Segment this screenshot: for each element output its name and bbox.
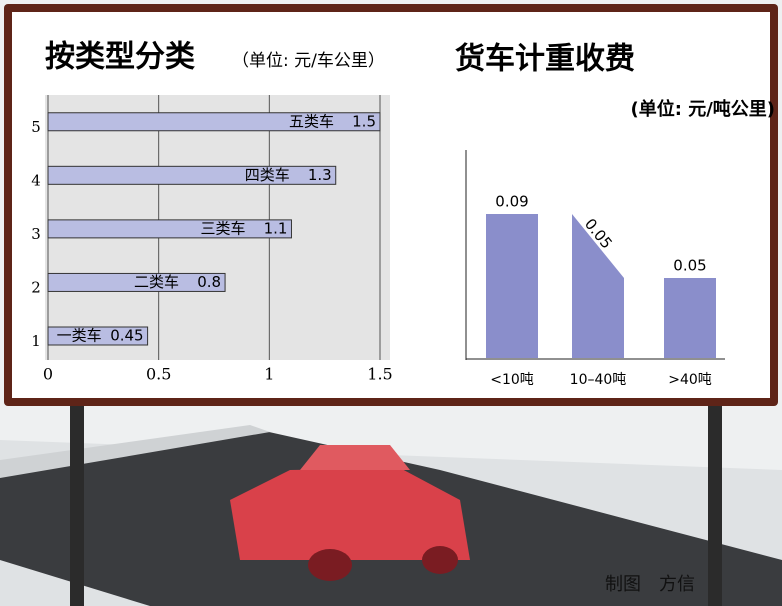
x-tick-label: 1 [264, 365, 274, 384]
car-wheel [308, 549, 352, 581]
chart-title: 货车计重收费 [455, 42, 635, 77]
credit: 制图 方信 [605, 574, 695, 595]
post [708, 395, 722, 606]
y-tick-label: 4 [31, 171, 41, 189]
value-label: 1.1 [264, 219, 288, 237]
bar [486, 214, 538, 358]
bar-label: 四类车 [245, 166, 290, 184]
x-tick-label: >40吨 [668, 372, 712, 388]
chart-subtitle: (单位: 元/吨公里) [631, 98, 776, 120]
bar-label: 一类车 [57, 327, 102, 345]
x-tick-label: 0.5 [146, 365, 171, 384]
value-label: 0.09 [495, 193, 528, 211]
bar [664, 278, 716, 358]
bar-label: 三类车 [200, 219, 245, 237]
x-tick-label: 1.5 [367, 365, 392, 384]
post [70, 395, 84, 606]
value-label: 1.5 [352, 112, 376, 130]
y-tick-label: 3 [31, 225, 41, 243]
x-tick-label: 0 [43, 365, 53, 384]
chart-title: 按类型分类 [45, 40, 195, 75]
y-tick-label: 5 [31, 118, 41, 136]
bar [48, 220, 291, 238]
value-label: 0.05 [673, 257, 706, 275]
chart-subtitle: （单位: 元/车公里） [232, 51, 385, 71]
bar [48, 166, 336, 184]
y-tick-label: 1 [31, 332, 41, 350]
car-wheel [422, 546, 458, 574]
bar-label: 二类车 [134, 273, 179, 291]
page: 按类型分类 （单位: 元/车公里） 货车计重收费 (单位: 元/吨公里) 制图 … [0, 0, 782, 606]
value-label: 0.45 [110, 327, 143, 345]
x-tick-label: <10吨 [490, 372, 534, 388]
x-tick-label: 10–40吨 [570, 372, 627, 388]
value-label: 1.3 [308, 166, 332, 184]
bar-label: 五类车 [289, 112, 334, 130]
value-label: 0.8 [197, 273, 221, 291]
y-tick-label: 2 [31, 278, 41, 296]
